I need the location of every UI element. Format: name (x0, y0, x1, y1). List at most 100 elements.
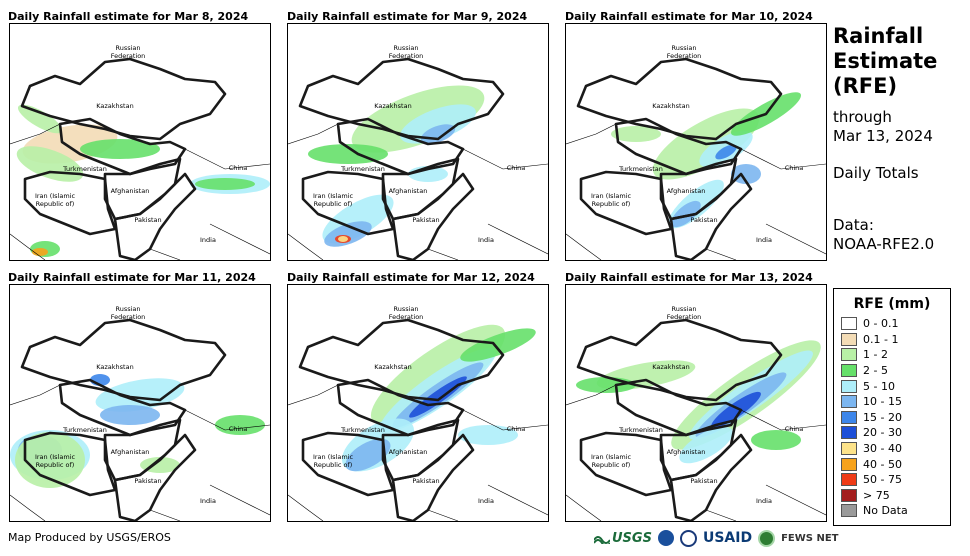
coast-line (705, 248, 737, 260)
country-border (669, 433, 753, 521)
legend-swatch (841, 473, 857, 487)
rainfall-map-panel: Russian Federation Kazakhstan Turkmenistan C… (565, 284, 827, 522)
coast-line (487, 484, 548, 516)
rainfall-area (15, 432, 85, 488)
legend-swatch (841, 457, 857, 471)
map-label-india: India (478, 497, 494, 505)
legend-item: 20 - 30 (841, 425, 950, 441)
doc-seal-icon (679, 529, 697, 547)
map-label-iran-line1: Iran (Islamic (34, 192, 76, 200)
rainfall-area (345, 438, 391, 472)
country-border (576, 57, 783, 141)
legend-label: 30 - 40 (863, 442, 902, 456)
country-border (298, 318, 505, 402)
rainfall-area (751, 430, 801, 450)
map-label-russia-line2: Federation (388, 52, 424, 60)
coast-line (10, 123, 61, 145)
map-label-iran-line1: Iran (Islamic (590, 192, 632, 200)
map-label-china: China (784, 164, 804, 172)
map-label-china: China (784, 425, 804, 433)
usgs-logo-text: USGS (612, 530, 652, 546)
map-label-iran-line2: Republic of) (313, 200, 353, 208)
coast-line (705, 509, 737, 521)
map-graphic (566, 57, 826, 260)
map-graphic (10, 318, 270, 521)
map-label-pakistan: Pakistan (134, 216, 162, 224)
coast-line (209, 484, 270, 516)
country-border (579, 170, 673, 236)
map-label-afghanistan: Afghanistan (110, 448, 150, 456)
rainfall-area (409, 376, 467, 418)
map-label-russia-line2: Federation (110, 52, 146, 60)
map-label-kazakhstan: Kazakhstan (374, 363, 412, 371)
coast-line (566, 384, 617, 406)
panel-title: Daily Rainfall estimate for Mar 13, 2024 (565, 271, 813, 284)
map-label-iran-line1: Iran (Islamic (312, 453, 354, 461)
legend-item: 40 - 50 (841, 456, 950, 472)
rainfall-area (576, 377, 636, 393)
country-border (20, 57, 227, 141)
map-label-russia-line1: Russian (671, 305, 697, 313)
legend-item: 15 - 20 (841, 410, 950, 426)
map-label-india: India (200, 497, 216, 505)
map-label-india: India (478, 236, 494, 244)
legend-swatch (841, 504, 857, 518)
rainfall-area (80, 139, 160, 159)
coast-line (184, 409, 270, 431)
country-border (301, 431, 395, 497)
coast-line (209, 223, 270, 255)
legend-item: > 75 (841, 488, 950, 504)
usaid-logo-text: USAID (702, 530, 753, 546)
data-source: NOAA-RFE2.0 (833, 235, 935, 253)
map-label-china: China (228, 164, 248, 172)
map-label-kazakhstan: Kazakhstan (652, 102, 690, 110)
rainfall-area (100, 405, 160, 425)
through-date: Mar 13, 2024 (833, 127, 933, 145)
rainfall-area (679, 426, 733, 464)
map-label-kazakhstan: Kazakhstan (96, 102, 134, 110)
rainfall-map-panel: Russian Federation Kazakhstan Turkmenistan C… (9, 23, 271, 261)
panel-title: Daily Rainfall estimate for Mar 10, 2024 (565, 10, 813, 23)
coast-line (427, 509, 459, 521)
legend-item: 50 - 75 (841, 472, 950, 488)
map-label-iran-line1: Iran (Islamic (590, 453, 632, 461)
legend-title: RFE (mm) (853, 296, 931, 312)
map-graphic (288, 57, 548, 260)
usgs-logo: USGS (594, 531, 652, 546)
map-label-kazakhstan: Kazakhstan (374, 102, 412, 110)
rainfall-area (611, 126, 661, 142)
legend-swatch (841, 442, 857, 456)
coast-line (462, 409, 548, 431)
usgs-wave-icon (594, 536, 610, 544)
rainfall-map-panel: Russian Federation Kazakhstan Turkmenistan C… (565, 23, 827, 261)
title-line-2: Estimate (833, 49, 938, 73)
rainfall-area (195, 178, 255, 190)
legend-label: 40 - 50 (863, 457, 902, 471)
map-label-iran-line2: Republic of) (591, 461, 631, 469)
rainfall-area (32, 248, 48, 256)
map-label-pakistan: Pakistan (690, 477, 718, 485)
coast-line (740, 148, 826, 170)
legend-item: 30 - 40 (841, 441, 950, 457)
legend-label: 1 - 2 (863, 348, 888, 362)
map-label-india: India (200, 236, 216, 244)
totals-label: Daily Totals (833, 164, 919, 182)
logo-strip: USGS USAID FEWS NET (594, 528, 838, 548)
coast-line (462, 148, 548, 170)
coast-line (765, 484, 826, 516)
map-label-turkmenistan: Turkmenistan (63, 426, 107, 434)
fews-logo-text: FEWS NET (781, 532, 839, 544)
coast-line (566, 494, 602, 521)
legend-label: 10 - 15 (863, 395, 902, 409)
legend-item: 0 - 0.1 (841, 316, 950, 332)
map-label-iran-line1: Iran (Islamic (34, 453, 76, 461)
map-label-russia-line1: Russian (671, 44, 697, 52)
legend-label: 0.1 - 1 (863, 332, 899, 346)
map-label-pakistan: Pakistan (412, 477, 440, 485)
country-border (298, 57, 505, 141)
legend-label: 15 - 20 (863, 410, 902, 424)
title-line-3: (RFE) (833, 74, 898, 98)
country-border (23, 431, 117, 497)
